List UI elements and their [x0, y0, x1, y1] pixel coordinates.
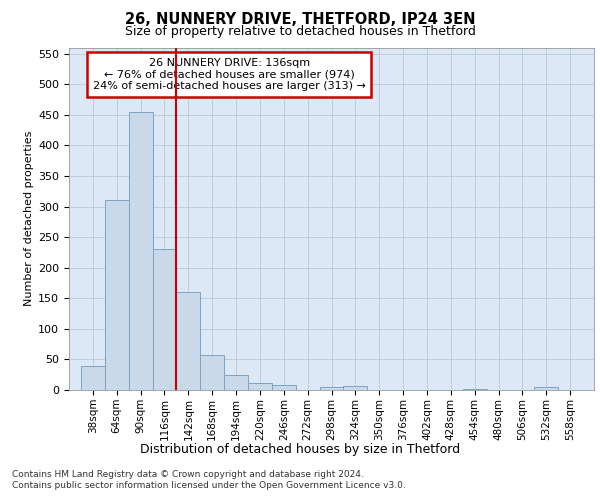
Text: Contains HM Land Registry data © Crown copyright and database right 2024.: Contains HM Land Registry data © Crown c… [12, 470, 364, 479]
Text: Size of property relative to detached houses in Thetford: Size of property relative to detached ho… [125, 25, 475, 38]
Bar [105, 200, 128, 390]
Bar [152, 250, 176, 390]
Bar [343, 386, 367, 390]
Bar [272, 385, 296, 390]
Bar [176, 292, 200, 390]
Bar [320, 387, 343, 390]
Text: 26, NUNNERY DRIVE, THETFORD, IP24 3EN: 26, NUNNERY DRIVE, THETFORD, IP24 3EN [125, 12, 475, 28]
Bar [81, 366, 105, 390]
Bar [224, 374, 248, 390]
Text: Distribution of detached houses by size in Thetford: Distribution of detached houses by size … [140, 442, 460, 456]
Bar [463, 389, 487, 390]
Bar [248, 382, 272, 390]
Bar [200, 355, 224, 390]
Bar [535, 387, 558, 390]
Y-axis label: Number of detached properties: Number of detached properties [24, 131, 34, 306]
Text: Contains public sector information licensed under the Open Government Licence v3: Contains public sector information licen… [12, 481, 406, 490]
Bar [128, 112, 152, 390]
Text: 26 NUNNERY DRIVE: 136sqm
← 76% of detached houses are smaller (974)
24% of semi-: 26 NUNNERY DRIVE: 136sqm ← 76% of detach… [92, 58, 365, 91]
